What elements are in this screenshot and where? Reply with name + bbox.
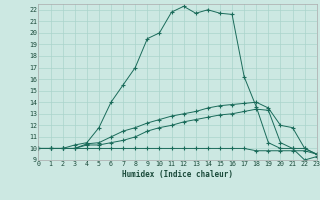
X-axis label: Humidex (Indice chaleur): Humidex (Indice chaleur) — [122, 170, 233, 179]
